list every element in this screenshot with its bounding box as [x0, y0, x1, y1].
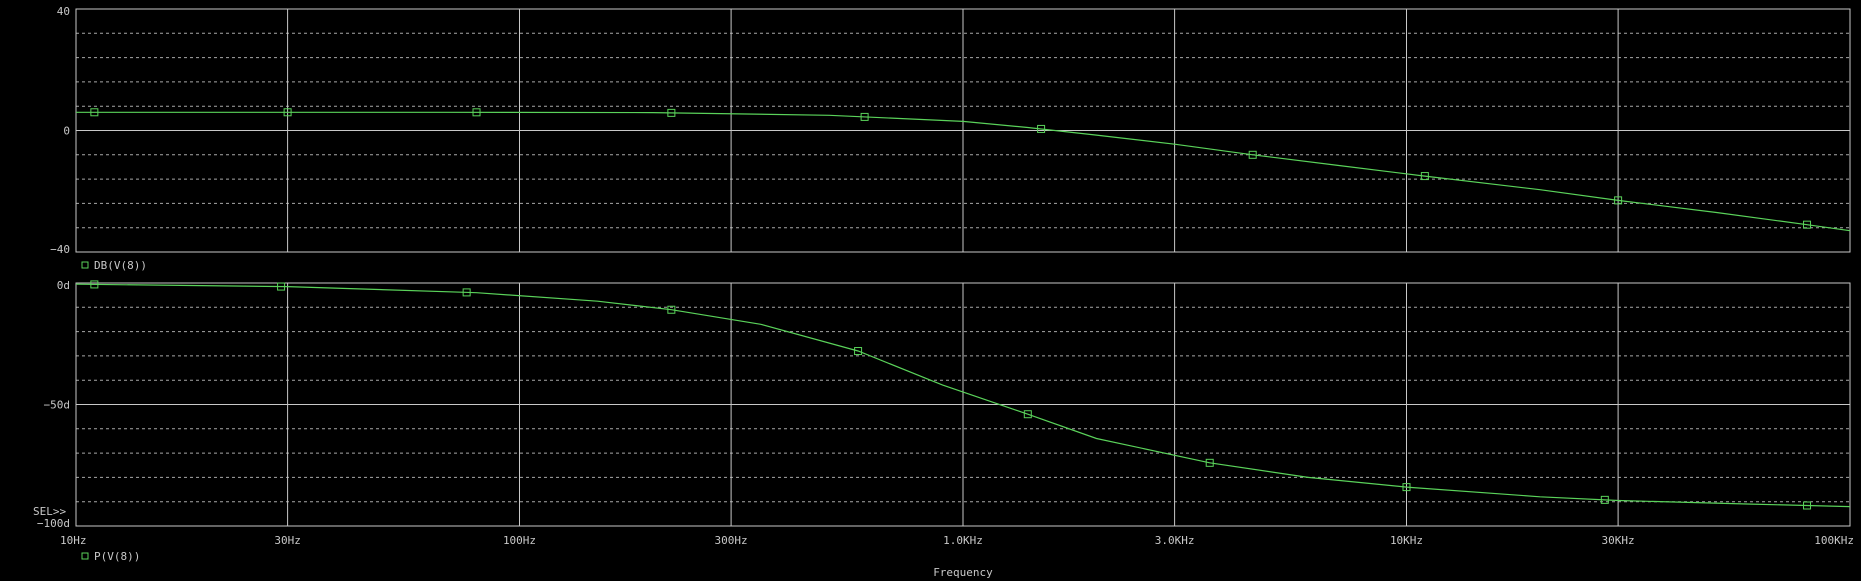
x-tick-label: 30Hz	[274, 534, 301, 547]
data-point-marker	[1248, 150, 1257, 159]
y-tick-label: 0	[63, 125, 70, 138]
data-point-marker	[277, 282, 286, 291]
data-point-marker	[90, 280, 99, 289]
legend-marker	[81, 261, 89, 269]
data-point-marker	[1402, 483, 1411, 492]
x-tick-label: 3.0KHz	[1155, 534, 1195, 547]
x-axis-title: Frequency	[933, 566, 993, 579]
panel-frame	[75, 282, 1851, 527]
legend-label: P(V(8))	[94, 550, 140, 563]
data-point-marker	[860, 112, 869, 121]
x-tick-label: 30KHz	[1602, 534, 1635, 547]
data-point-marker	[1600, 495, 1609, 504]
data-point-marker	[462, 288, 471, 297]
data-point-marker	[1037, 124, 1046, 133]
series-line	[75, 283, 1851, 508]
data-point-marker	[667, 108, 676, 117]
data-point-marker	[283, 108, 292, 117]
data-point-marker	[90, 108, 99, 117]
x-tick-label: 300Hz	[715, 534, 748, 547]
data-point-marker	[1803, 501, 1812, 510]
data-point-marker	[667, 305, 676, 314]
data-point-marker	[854, 347, 863, 356]
y-tick-label: −50d	[44, 399, 71, 412]
data-point-marker	[1803, 220, 1812, 229]
legend-label: DB(V(8))	[94, 259, 147, 272]
panel-frame	[75, 8, 1851, 253]
selection-indicator: SEL>>	[33, 505, 66, 518]
legend-marker	[81, 552, 89, 560]
x-tick-label: 10KHz	[1390, 534, 1423, 547]
x-tick-label: 100KHz	[1814, 534, 1854, 547]
data-point-marker	[1420, 172, 1429, 181]
data-point-marker	[1614, 196, 1623, 205]
y-tick-label: 40	[57, 5, 70, 18]
series-line	[76, 111, 1851, 232]
data-point-marker	[1205, 458, 1214, 467]
data-point-marker	[1023, 410, 1032, 419]
x-tick-label: 1.0KHz	[943, 534, 983, 547]
x-tick-label: 100Hz	[503, 534, 536, 547]
y-tick-label: 0d	[57, 279, 70, 292]
y-tick-label: −40	[50, 243, 70, 256]
y-tick-label: −100d	[37, 517, 70, 530]
data-point-marker	[472, 108, 481, 117]
x-tick-label: 10Hz	[60, 534, 87, 547]
plot-layer: 40 0 −40 0d −50d −100d DB(V(8)) P(V(8)) 10Hz 30Hz…	[33, 5, 1854, 579]
